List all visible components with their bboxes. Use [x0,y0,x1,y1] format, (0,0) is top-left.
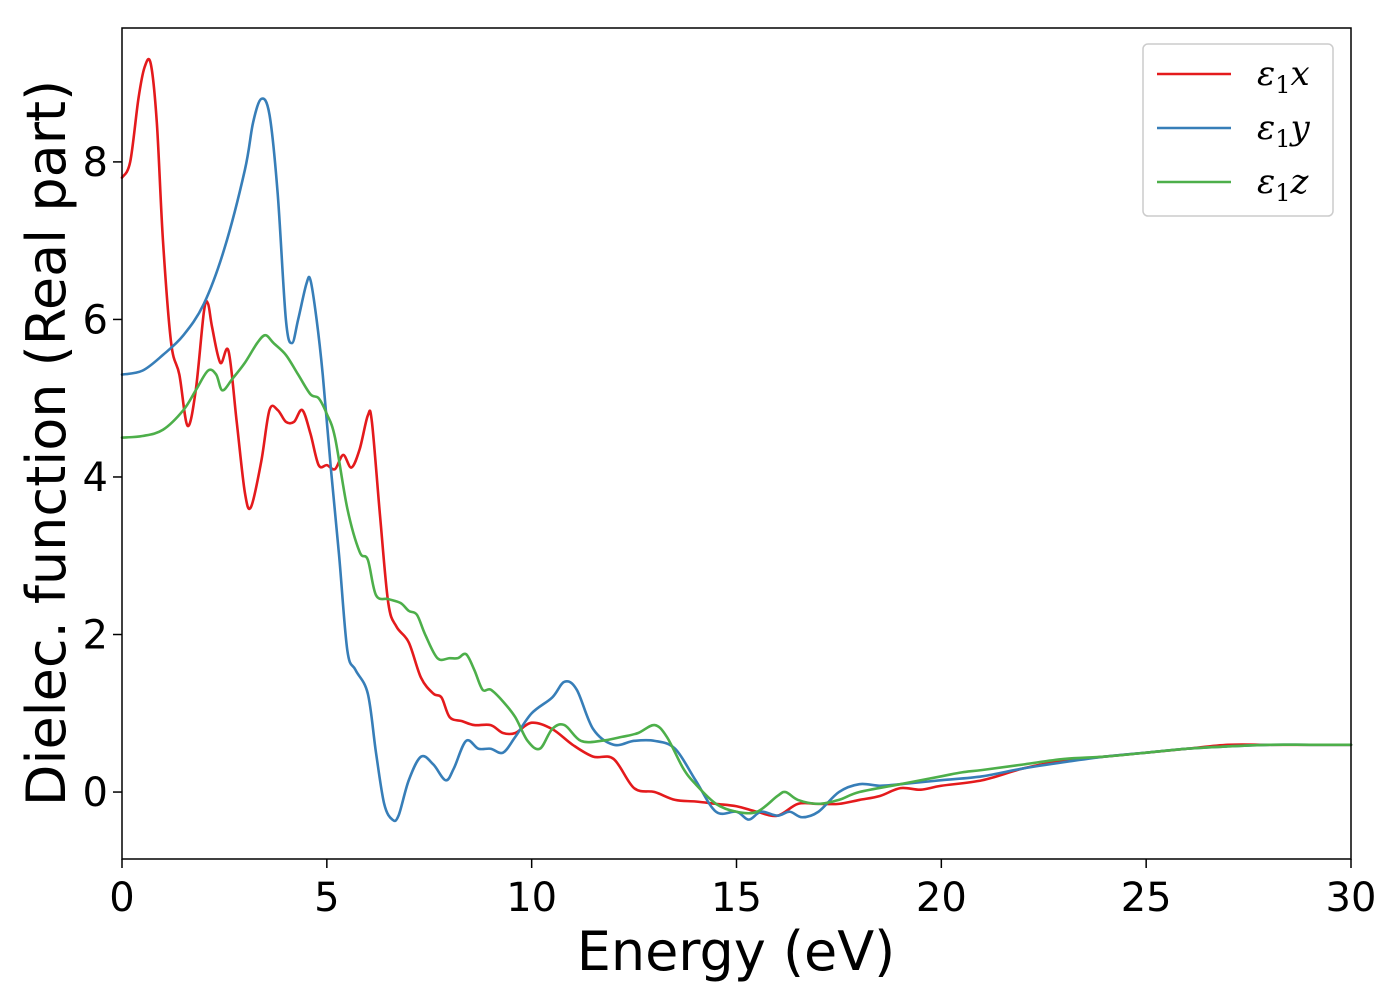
y-axis-label: Dielec. function (Real part) [15,80,78,806]
series-line-x [120,57,1353,818]
y-tick-label: 8 [83,140,108,186]
x-axis-ticks: 0 5 10 15 20 25 30 [109,859,1376,921]
legend-label-y: ε1y [1257,108,1311,153]
legend-label-x: ε1x [1257,54,1310,99]
series-lines [120,57,1353,823]
y-tick-label: 4 [83,455,108,501]
x-axis-label: Energy (eV) [577,920,896,983]
x-tick-label: 25 [1121,875,1172,921]
series-line-y [120,97,1353,823]
x-tick-label: 15 [711,875,762,921]
x-tick-label: 10 [506,875,557,921]
x-tick-label: 0 [109,875,134,921]
y-tick-label: 2 [83,613,108,659]
y-tick-label: 6 [83,297,108,343]
x-tick-label: 20 [916,875,967,921]
series-line-z [120,333,1353,815]
y-axis-ticks: 0 2 4 6 8 [83,140,122,816]
x-tick-label: 5 [314,875,339,921]
legend-box [1142,43,1334,217]
x-tick-label: 30 [1326,875,1377,921]
legend: ε1x ε1y ε1z [1142,43,1334,217]
y-tick-label: 0 [83,770,108,816]
legend-label-z: ε1z [1257,162,1310,207]
